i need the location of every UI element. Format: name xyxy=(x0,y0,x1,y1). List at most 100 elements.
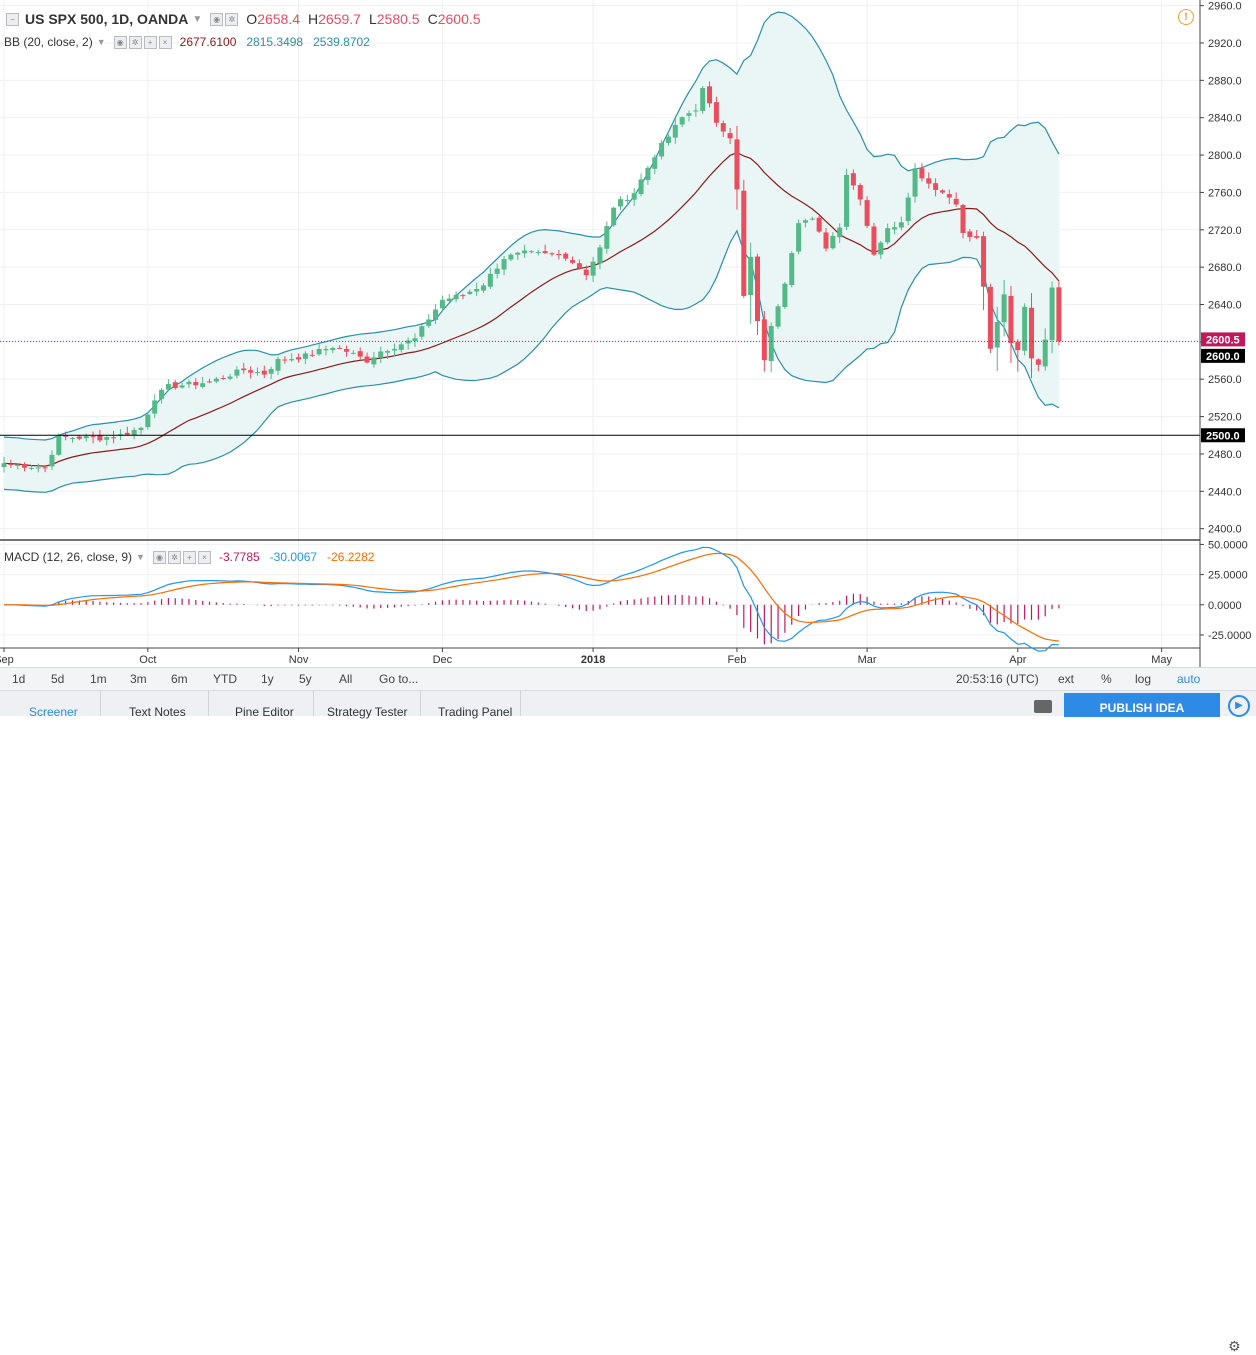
close-icon[interactable]: × xyxy=(197,550,211,564)
eye-icon[interactable]: ◉ xyxy=(210,12,224,26)
candle xyxy=(898,216,904,231)
macd-legend-name[interactable]: MACD (12, 26, close, 9) xyxy=(4,550,133,564)
tab-trading-panel[interactable]: Trading Panel xyxy=(438,705,513,719)
candle-body xyxy=(1035,359,1041,365)
macd-histogram xyxy=(10,593,1060,645)
candle xyxy=(549,252,555,257)
gear-icon[interactable]: ✲ xyxy=(225,12,239,26)
candle xyxy=(124,426,130,436)
candle-body xyxy=(748,256,754,296)
candle xyxy=(323,345,329,356)
candle-body xyxy=(282,359,288,361)
candle-body xyxy=(323,349,329,351)
tab-screener[interactable]: Screener xyxy=(29,705,78,719)
candle xyxy=(912,163,918,203)
candle xyxy=(624,194,630,206)
symbol-title[interactable]: US SPX 500, 1D, OANDA xyxy=(25,11,189,27)
candle-body xyxy=(508,254,514,260)
price-tick-label: 2680.0 xyxy=(1208,262,1242,274)
macd-axis[interactable]: -25.0000 0.0000 25.0000 50.0000 xyxy=(1200,539,1251,642)
candle-body xyxy=(207,381,212,383)
candle xyxy=(426,314,432,328)
toggle-percent[interactable]: % xyxy=(1101,672,1112,686)
collapse-icon[interactable]: − xyxy=(6,12,19,26)
price-tick-label: 2480.0 xyxy=(1208,449,1242,461)
price-tag xyxy=(1201,332,1245,347)
candle-body xyxy=(337,347,343,349)
publish-idea-button[interactable]: PUBLISH IDEA xyxy=(1064,693,1220,717)
range-1y[interactable]: 1y xyxy=(261,672,274,686)
range-3m[interactable]: 3m xyxy=(130,672,147,686)
time-tick-label: Nov xyxy=(289,654,309,666)
add-icon[interactable]: + xyxy=(182,550,196,564)
candle xyxy=(672,118,678,144)
play-icon[interactable]: ▶ xyxy=(1228,695,1250,717)
candle xyxy=(357,347,363,360)
candle xyxy=(809,216,815,221)
gear-icon[interactable]: ✲ xyxy=(167,550,181,564)
candle-body xyxy=(816,217,822,232)
candle xyxy=(892,221,897,235)
candle-body xyxy=(741,190,747,296)
candle xyxy=(104,436,110,446)
candle-body xyxy=(213,378,219,382)
goto-button[interactable]: Go to... xyxy=(379,672,419,686)
candle xyxy=(42,465,48,473)
macd-tick-label: -25.0000 xyxy=(1208,630,1251,642)
chart-canvas[interactable]: 2400.0 2440.0 2480.0 2520.0 2560.0 2600.0 2640… xyxy=(0,0,1256,667)
alert-clock-icon[interactable]: ! xyxy=(1178,9,1194,25)
candle-body xyxy=(953,198,959,205)
candle xyxy=(145,411,151,430)
gear-icon[interactable]: ✲ xyxy=(128,35,142,49)
chevron-down-icon[interactable]: ▼ xyxy=(192,13,203,25)
ohlc-open-label: O xyxy=(246,11,258,27)
range-1m[interactable]: 1m xyxy=(90,672,107,686)
candle-body xyxy=(22,464,28,468)
tab-separator xyxy=(313,691,314,716)
time-tick-label: 2018 xyxy=(581,654,605,666)
candle-body xyxy=(563,253,569,259)
chevron-down-icon[interactable]: ▼ xyxy=(136,552,145,562)
bb-basis-value: 2677.6100 xyxy=(179,35,237,49)
eye-icon[interactable]: ◉ xyxy=(152,550,166,564)
tab-separator xyxy=(420,691,421,716)
candle xyxy=(939,189,945,195)
candle-body xyxy=(70,437,75,439)
range-1d[interactable]: 1d xyxy=(12,672,26,686)
range-all[interactable]: All xyxy=(339,672,353,686)
candle xyxy=(693,103,699,117)
candle-body xyxy=(727,133,733,139)
gear-icon[interactable]: ⚙ xyxy=(1228,1338,1241,1354)
time-axis[interactable]: Sep Oct Nov Dec 2018 Feb Mar Apr May xyxy=(0,648,1173,666)
tab-strategy-tester[interactable]: Strategy Tester xyxy=(327,705,408,719)
tab-pine-editor[interactable]: Pine Editor xyxy=(235,705,294,719)
tab-text-notes[interactable]: Text Notes xyxy=(129,705,186,719)
bb-legend-name[interactable]: BB (20, close, 2) xyxy=(4,35,93,49)
toggle-log[interactable]: log xyxy=(1135,672,1152,686)
range-5d[interactable]: 5d xyxy=(51,672,65,686)
range-5y[interactable]: 5y xyxy=(299,672,312,686)
price-tag-label: 2600.0 xyxy=(1206,351,1240,363)
candle xyxy=(220,375,226,380)
camera-icon[interactable] xyxy=(1034,700,1052,713)
candle-body xyxy=(309,354,315,356)
toggle-ext[interactable]: ext xyxy=(1058,672,1075,686)
range-ytd[interactable]: YTD xyxy=(213,672,237,686)
candle-body xyxy=(35,467,41,469)
candle-body xyxy=(892,227,897,230)
price-axis[interactable]: 2400.0 2440.0 2480.0 2520.0 2560.0 2600.0 2640… xyxy=(1200,1,1242,536)
candle-body xyxy=(1049,287,1055,341)
chevron-down-icon[interactable]: ▼ xyxy=(96,37,106,47)
time-tick-label: Oct xyxy=(139,654,156,666)
candle xyxy=(1049,281,1055,354)
range-6m[interactable]: 6m xyxy=(171,672,188,686)
candle xyxy=(816,215,822,234)
toggle-auto[interactable]: auto xyxy=(1177,672,1201,686)
add-icon[interactable]: + xyxy=(143,35,157,49)
utc-clock[interactable]: 20:53:16 (UTC) xyxy=(956,672,1039,686)
eye-icon[interactable]: ◉ xyxy=(113,35,127,49)
candle xyxy=(850,169,856,190)
candle xyxy=(296,353,302,363)
close-icon[interactable]: × xyxy=(158,35,172,49)
candle xyxy=(755,253,760,336)
